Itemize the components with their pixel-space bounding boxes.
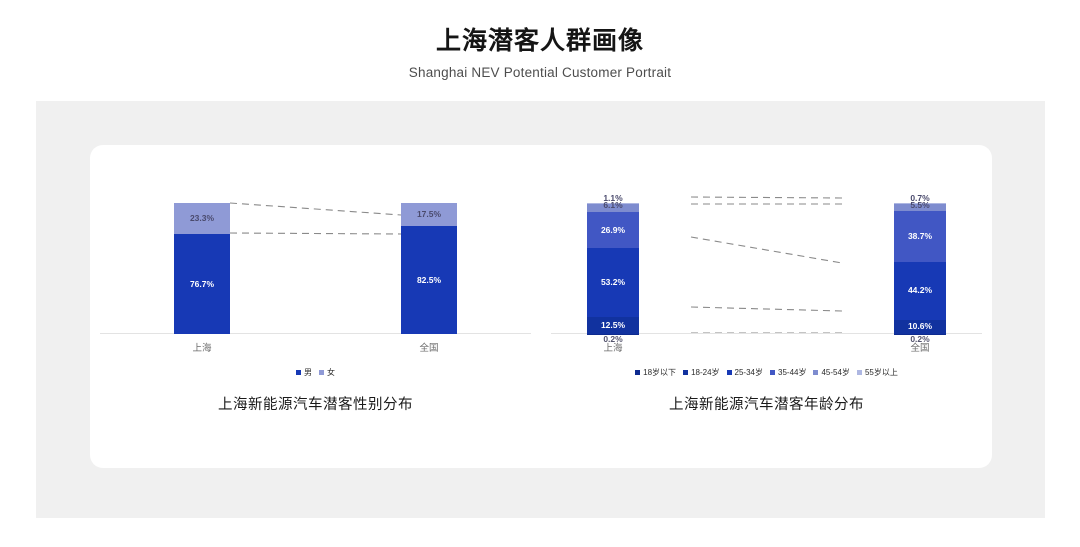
square-icon	[296, 370, 301, 375]
age-chart-caption: 上海新能源汽车潜客年龄分布	[669, 397, 864, 413]
age-bar-shanghai[interactable]: 1.1% 6.1% 26.9% 53.2% 12.5%	[587, 194, 639, 343]
age-segment-45-54-shanghai[interactable]: 6.1%	[587, 201, 639, 213]
gender-legend: 男 女	[90, 367, 541, 378]
gender-segment-female-national[interactable]: 17.5%	[401, 203, 457, 226]
gender-legend-item-female[interactable]: 女	[319, 367, 335, 378]
age-segment-35-44-national[interactable]: 38.7%	[894, 211, 946, 262]
square-icon	[635, 370, 641, 375]
age-segment-45-54-national[interactable]: 5.5%	[894, 201, 946, 212]
page-subtitle: Shanghai NEV Potential Customer Portrait	[408, 64, 672, 80]
charts-container: 23.3% 76.7% 17.5% 82.5%	[90, 145, 992, 468]
age-legend-item-55plus[interactable]: 55岁以上	[856, 367, 898, 378]
gender-plot-area: 23.3% 76.7% 17.5% 82.5%	[90, 190, 541, 380]
gender-chart-caption: 上海新能源汽车潜客性别分布	[218, 397, 413, 413]
gender-bar-shanghai[interactable]: 23.3% 76.7%	[174, 203, 230, 334]
age-segment-35-44-shanghai[interactable]: 26.9%	[587, 212, 639, 248]
age-segment-55plus-shanghai[interactable]: 1.1%	[587, 194, 639, 205]
gender-bar-national[interactable]: 17.5% 82.5%	[401, 203, 457, 334]
square-icon	[856, 370, 862, 375]
square-icon	[683, 370, 689, 375]
chart-age-distribution: 1.1% 6.1% 26.9% 53.2% 12.5%	[541, 145, 992, 468]
gender-segment-male-shanghai[interactable]: 76.7%	[174, 233, 230, 334]
gender-axis-line	[100, 333, 531, 334]
age-legend-item-35-44[interactable]: 35-44岁	[770, 367, 806, 378]
age-category-shanghai: 上海	[603, 343, 623, 354]
gender-segment-male-national[interactable]: 82.5%	[401, 225, 457, 334]
age-legend: 18岁以下 18-24岁 25-34岁 35-44岁	[541, 367, 992, 378]
age-segment-18-24-national[interactable]: 10.6%	[894, 319, 946, 334]
page-header: 上海潜客人群画像 Shanghai NEV Potential Customer…	[0, 0, 1080, 80]
age-bar-national[interactable]: 0.7% 5.5% 38.7% 44.2% 10.6%	[894, 193, 946, 343]
age-legend-item-25-34[interactable]: 25-34岁	[726, 367, 763, 378]
age-segment-55plus-national[interactable]: 0.7%	[894, 193, 946, 204]
age-legend-item-under18[interactable]: 18岁以下	[635, 367, 676, 378]
age-legend-item-18-24[interactable]: 18-24岁	[683, 367, 720, 378]
age-axis-line	[551, 333, 982, 334]
age-segment-18-24-shanghai[interactable]: 12.5%	[587, 317, 639, 334]
age-segment-25-34-national[interactable]: 44.2%	[894, 261, 946, 320]
square-icon	[319, 370, 324, 375]
gender-legend-item-male[interactable]: 男	[296, 367, 312, 378]
age-legend-item-45-54[interactable]: 45-54岁	[813, 367, 850, 378]
gender-category-national: 全国	[419, 343, 439, 354]
age-category-national: 全国	[910, 343, 930, 354]
age-segment-25-34-shanghai[interactable]: 53.2%	[587, 247, 639, 318]
age-plot-area: 1.1% 6.1% 26.9% 53.2% 12.5%	[541, 190, 992, 380]
gender-category-shanghai: 上海	[192, 343, 212, 354]
page-title: 上海潜客人群画像	[435, 27, 644, 55]
gender-segment-female-shanghai[interactable]: 23.3%	[174, 203, 230, 234]
square-icon	[813, 370, 819, 375]
chart-gender-distribution: 23.3% 76.7% 17.5% 82.5%	[90, 145, 541, 468]
square-icon	[726, 370, 732, 375]
square-icon	[770, 370, 775, 375]
